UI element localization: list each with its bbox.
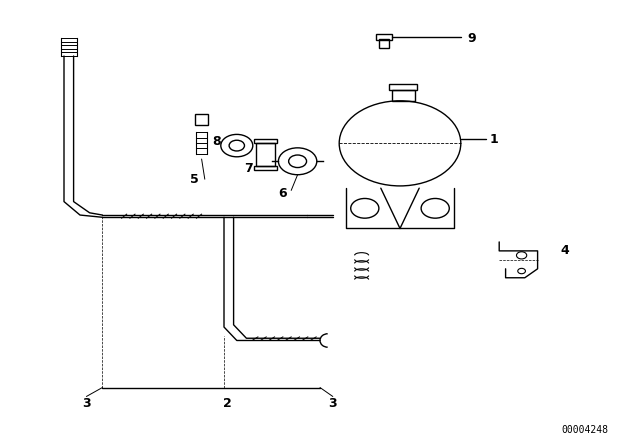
Text: 1: 1 <box>490 133 499 146</box>
Text: 4: 4 <box>560 244 569 258</box>
Text: 7: 7 <box>244 161 253 175</box>
Text: 8: 8 <box>212 134 221 148</box>
Text: 6: 6 <box>279 187 287 201</box>
Text: 00004248: 00004248 <box>561 425 608 435</box>
Text: 9: 9 <box>467 31 476 45</box>
Bar <box>379 39 389 48</box>
Text: 5: 5 <box>189 172 198 186</box>
Text: 2: 2 <box>223 396 232 410</box>
Bar <box>254 139 277 143</box>
Bar <box>376 34 392 40</box>
Bar <box>392 90 415 101</box>
Bar <box>195 114 208 125</box>
Bar <box>256 143 275 166</box>
Bar <box>254 166 277 170</box>
Bar <box>389 84 417 90</box>
Text: 3: 3 <box>328 396 337 410</box>
Text: 3: 3 <box>82 396 91 410</box>
